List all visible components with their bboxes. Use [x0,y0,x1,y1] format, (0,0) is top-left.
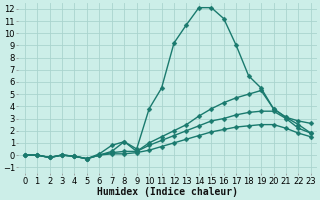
X-axis label: Humidex (Indice chaleur): Humidex (Indice chaleur) [97,187,238,197]
